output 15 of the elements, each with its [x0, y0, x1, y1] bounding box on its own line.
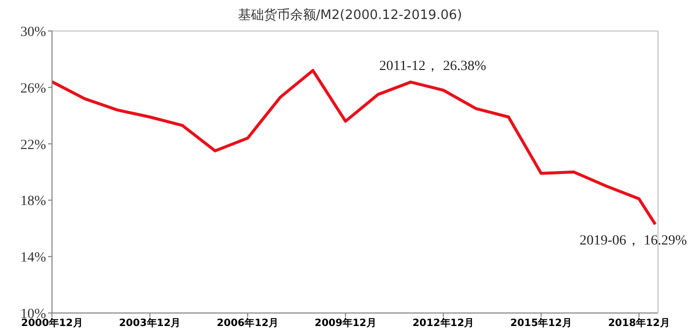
y-tick-label: 22%: [20, 138, 46, 153]
annotation: 2011-12， 26.38%: [379, 59, 486, 74]
x-tick-label: 2012年12月: [412, 317, 474, 330]
y-tick-label: 26%: [20, 81, 46, 96]
x-tick-label: 2003年12月: [118, 317, 181, 330]
x-tick-label: 2009年12月: [314, 317, 376, 330]
annotation: 2019-06， 16.29%: [580, 233, 688, 248]
chart-title: 基础货币余额/M2(2000.12-2019.06): [236, 7, 464, 25]
y-tick-label: 14%: [20, 250, 46, 266]
y-tick-label: 30%: [20, 24, 46, 40]
x-tick-label: 2006年12月: [216, 317, 279, 330]
y-tick-label: 18%: [20, 194, 46, 210]
line-series: [52, 68, 657, 226]
x-tick-label: 2015年12月: [510, 317, 572, 330]
x-tick-label: 2018年12月: [608, 317, 670, 330]
